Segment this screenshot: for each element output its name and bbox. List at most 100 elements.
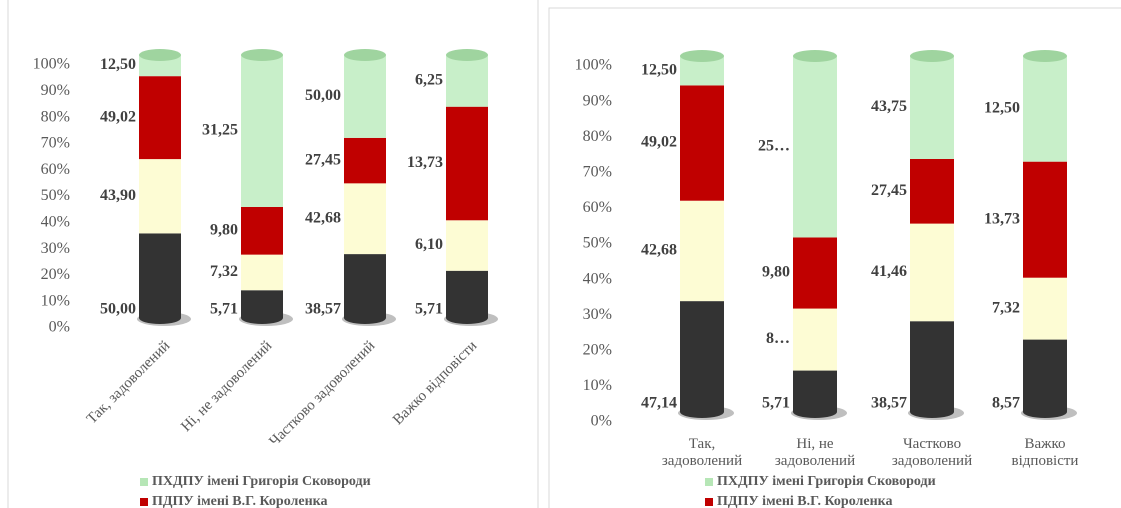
bar-segment — [241, 55, 283, 207]
value-label: 27,45 — [305, 151, 341, 168]
left-panel — [7, 0, 539, 508]
bar-segment — [1023, 161, 1067, 278]
bar-segment — [793, 370, 837, 412]
bar-segment — [344, 183, 386, 255]
value-label: 7,32 — [992, 299, 1020, 316]
value-label: 43,90 — [100, 187, 136, 204]
bar-segment — [910, 56, 954, 159]
legend-label: ПДПУ імені В.Г. Короленка — [152, 494, 328, 508]
bar-segment — [241, 290, 283, 318]
value-label: 9,80 — [210, 221, 238, 238]
bar-segment — [446, 220, 488, 271]
bar-segment — [910, 321, 954, 412]
bar-segment — [680, 85, 724, 201]
y-tick-label: 20% — [583, 341, 612, 358]
y-tick-label: 40% — [41, 213, 70, 230]
bar-top — [793, 50, 837, 62]
bar-segment — [139, 233, 181, 318]
bar-top — [910, 50, 954, 62]
right-panel — [548, 7, 1121, 508]
value-label: 5,71 — [210, 301, 238, 318]
value-label: 27,45 — [871, 182, 907, 199]
legend-label: ПХДПУ імені Григорія Сковороди — [717, 474, 936, 489]
y-tick-label: 80% — [41, 108, 70, 125]
bar-segment — [344, 137, 386, 184]
value-label: 47,14 — [641, 395, 677, 412]
y-tick-label: 70% — [41, 135, 70, 152]
x-tick-label: Частково задоволений — [266, 338, 378, 450]
bar-segment — [793, 56, 837, 238]
value-label: 31,25 — [202, 122, 238, 139]
value-label: 13,73 — [407, 154, 443, 171]
x-tick-label: Ні, не задоволений — [774, 436, 856, 469]
value-label: 13,73 — [984, 210, 1020, 227]
value-label: 12,50 — [641, 61, 677, 78]
y-tick-label: 50% — [583, 235, 612, 252]
y-tick-label: 80% — [583, 128, 612, 145]
value-label: 50,00 — [305, 87, 341, 104]
value-label: 6,10 — [415, 236, 443, 253]
value-label: 7,32 — [210, 263, 238, 280]
legend-label: ПДПУ імені В.Г. Короленка — [717, 494, 893, 508]
bar-segment — [680, 301, 724, 412]
y-tick-label: 10% — [41, 292, 70, 309]
value-label: 50,00 — [100, 301, 136, 318]
x-tick-label: Важко відповісти — [390, 338, 480, 428]
bar-segment — [446, 55, 488, 107]
legend-swatch — [140, 498, 148, 506]
bar-segment — [344, 254, 386, 318]
y-tick-label: 20% — [41, 266, 70, 283]
legend-label: ПХДПУ імені Григорія Сковороди — [152, 474, 371, 489]
bar-segment — [446, 106, 488, 221]
bar-top — [241, 49, 283, 61]
value-label: 8… — [766, 330, 790, 347]
bar-segment — [139, 159, 181, 234]
bar-top — [1023, 50, 1067, 62]
y-tick-label: 100% — [575, 57, 612, 74]
y-tick-label: 60% — [41, 161, 70, 178]
value-label: 5,71 — [762, 395, 790, 412]
value-label: 43,75 — [871, 98, 907, 115]
legend-swatch — [705, 478, 713, 486]
y-tick-label: 60% — [583, 199, 612, 216]
x-tick-label: Так, задоволений — [661, 436, 743, 469]
bar-segment — [446, 270, 488, 318]
bar-segment — [241, 206, 283, 255]
y-tick-label: 90% — [41, 82, 70, 99]
value-label: 9,80 — [762, 264, 790, 281]
y-tick-label: 10% — [583, 377, 612, 394]
value-label: 12,50 — [984, 99, 1020, 116]
y-tick-label: 30% — [41, 240, 70, 257]
bar-top — [680, 50, 724, 62]
y-tick-label: 50% — [41, 187, 70, 204]
bar-segment — [139, 76, 181, 160]
value-label: 41,46 — [871, 263, 907, 280]
bar-segment — [910, 158, 954, 224]
bar-top — [139, 49, 181, 61]
legend-swatch — [705, 498, 713, 506]
value-label: 25… — [758, 137, 790, 154]
bar-segment — [1023, 277, 1067, 340]
value-label: 6,25 — [415, 72, 443, 89]
bar-segment — [139, 55, 181, 77]
value-label: 42,68 — [641, 242, 677, 259]
value-label: 12,50 — [100, 56, 136, 73]
bar-segment — [910, 223, 954, 322]
bar-segment — [793, 308, 837, 371]
value-label: 42,68 — [305, 209, 341, 226]
x-tick-label: Ні, не задоволений — [178, 338, 275, 435]
bar-segment — [344, 55, 386, 138]
value-label: 38,57 — [305, 301, 341, 318]
y-tick-label: 70% — [583, 163, 612, 180]
value-label: 5,71 — [415, 301, 443, 318]
value-label: 38,57 — [871, 395, 907, 412]
y-tick-label: 0% — [591, 413, 612, 430]
bar-segment — [680, 200, 724, 302]
y-tick-label: 30% — [583, 306, 612, 323]
bar-segment — [241, 254, 283, 291]
bar-segment — [793, 237, 837, 309]
legend-swatch — [140, 478, 148, 486]
x-tick-label: Так, задоволений — [84, 338, 173, 427]
bar-segment — [1023, 339, 1067, 412]
